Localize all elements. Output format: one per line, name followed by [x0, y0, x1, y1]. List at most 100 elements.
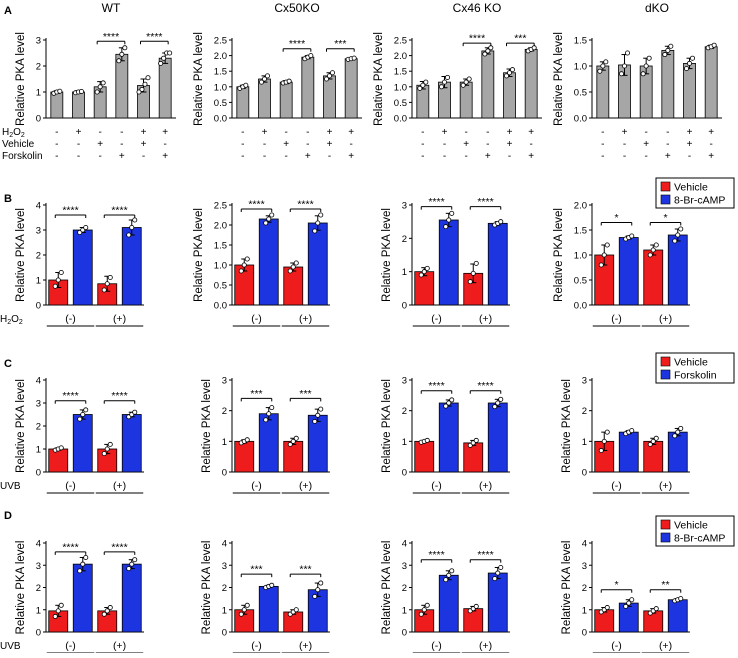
data-point — [647, 252, 653, 258]
y-axis-label: Relative PKA level — [193, 208, 205, 302]
data-point — [119, 51, 125, 57]
chart-d3: Relative PKA level 0 1 2 3 4 **** **** (-) (+) — [381, 539, 510, 654]
data-point — [315, 412, 321, 418]
bar — [487, 222, 508, 306]
data-point — [329, 70, 335, 76]
y-tick-label: 1.5 — [214, 241, 227, 252]
data-point — [52, 283, 58, 289]
data-point — [603, 59, 609, 65]
data-point — [58, 602, 64, 608]
bar — [323, 75, 336, 119]
data-point — [467, 279, 473, 285]
bar — [594, 609, 615, 633]
data-point — [424, 602, 430, 608]
condition-mark: - — [284, 127, 287, 138]
y-tick-label: 0 — [582, 468, 587, 479]
y-tick-label: 2 — [582, 583, 587, 594]
sig-label: *** — [514, 33, 526, 45]
condition-mark: - — [601, 151, 604, 162]
chart-a3: Cx46 KO Relative PKA level 0.0 0.5 1.0 1.5 2.0… — [373, 1, 542, 162]
condition-mark: + — [76, 127, 82, 138]
group-label: (-) — [431, 313, 442, 325]
condition-mark: - — [709, 139, 712, 150]
y-tick-label: 2.5 — [214, 36, 227, 47]
bar — [438, 402, 459, 473]
data-point — [55, 608, 61, 614]
y-tick-label: 0.0 — [574, 301, 587, 312]
y-tick-label: 1.5 — [574, 36, 587, 47]
data-point — [460, 82, 466, 88]
condition-mark: + — [97, 139, 103, 150]
condition-mark: - — [443, 151, 446, 162]
group-factor-label: UVB — [0, 641, 21, 652]
chart-b3: Relative PKA level 0 1 2 3 **** **** (-) (+) — [381, 196, 510, 327]
condition-mark: - — [464, 151, 467, 162]
y-tick-label: 2 — [402, 406, 407, 417]
y-tick-label: 1 — [402, 437, 407, 448]
y-axis-label: Relative PKA level — [193, 32, 205, 126]
y-tick-label: 1.5 — [214, 67, 227, 78]
y-tick-label: 1 — [36, 276, 41, 287]
data-point — [466, 76, 472, 82]
data-point — [647, 441, 653, 447]
bar — [121, 414, 142, 473]
data-point — [604, 429, 610, 435]
condition-mark: + — [348, 127, 354, 138]
chart-c3: Relative PKA level 0 1 2 3 **** **** (-) (+) — [381, 376, 510, 494]
data-point — [293, 435, 299, 441]
bar — [283, 266, 304, 306]
condition-mark: - — [263, 151, 266, 162]
condition-mark: - — [486, 139, 489, 150]
chart-c1: Relative PKA level 0 1 2 3 4 **** **** (-) (+) UVB — [0, 376, 144, 494]
y-tick-label: 0.0 — [574, 114, 587, 125]
data-point — [417, 85, 423, 91]
y-tick-label: 2 — [402, 234, 407, 245]
condition-mark: - — [486, 127, 489, 138]
bar — [503, 72, 516, 119]
data-point — [650, 247, 656, 253]
data-point — [269, 582, 275, 588]
group-label: (+) — [479, 313, 492, 325]
data-point — [446, 217, 452, 223]
data-point — [142, 81, 148, 87]
data-point — [107, 441, 113, 447]
data-point — [498, 219, 504, 225]
condition-mark: - — [529, 139, 532, 150]
sig-label: *** — [299, 564, 311, 576]
sig-label: **** — [297, 199, 313, 211]
y-tick-label: 4 — [402, 539, 407, 550]
condition-mark: + — [528, 151, 534, 162]
data-point — [244, 437, 250, 443]
data-point — [449, 210, 455, 216]
panel-letter-b: B — [4, 193, 12, 205]
group-label: (-) — [611, 313, 622, 325]
data-point — [77, 416, 83, 422]
data-point — [687, 60, 693, 66]
bar — [643, 440, 664, 473]
y-tick-label: 1 — [222, 437, 227, 448]
bar — [618, 431, 639, 473]
data-point — [318, 212, 324, 218]
data-point — [58, 269, 64, 275]
y-tick-label: 0 — [582, 628, 587, 639]
legend-swatch — [660, 532, 671, 543]
condition-mark: - — [77, 151, 80, 162]
chart-a2: Cx50KO Relative PKA level 0.0 0.5 1.0 1.5 2.0 2… — [193, 1, 362, 162]
data-point — [598, 262, 604, 268]
data-point — [101, 287, 107, 293]
data-point — [80, 411, 86, 417]
y-axis-label: Relative PKA level — [15, 32, 27, 126]
data-point — [293, 260, 299, 266]
y-tick-label: 1 — [222, 605, 227, 616]
data-point — [597, 68, 603, 74]
data-point — [126, 566, 132, 572]
bar — [307, 414, 328, 473]
data-point — [420, 82, 426, 88]
data-point — [446, 400, 452, 406]
condition-mark: - — [120, 139, 123, 150]
y-tick-label: 2.0 — [394, 51, 407, 62]
y-tick-label: 1 — [582, 437, 587, 448]
condition-mark: + — [119, 151, 125, 162]
sig-label: *** — [250, 564, 262, 576]
data-point — [662, 52, 668, 58]
